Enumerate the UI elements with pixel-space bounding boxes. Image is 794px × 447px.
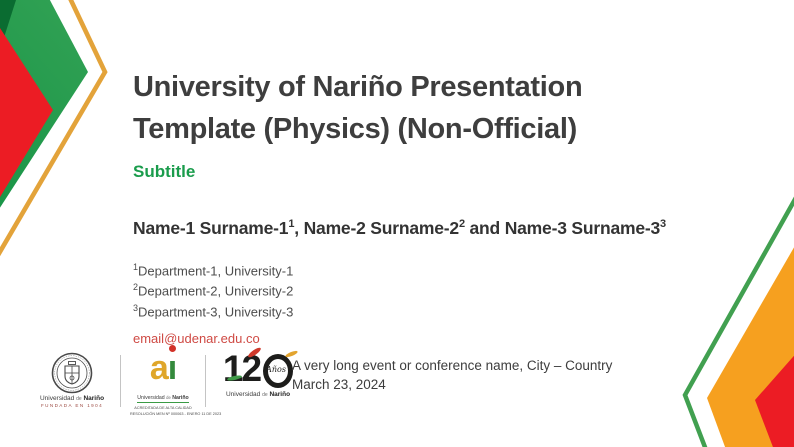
anniversary-120-logo: 12 Años Universidad de Nariño bbox=[215, 346, 301, 398]
university-seal-logo: Universidad de Nariño FUNDADA EN 1904 bbox=[33, 352, 111, 408]
ai-letter-a: a bbox=[149, 349, 169, 387]
affiliations-block: 1Department-1, University-1 2Department-… bbox=[133, 259, 733, 320]
anniversary-caption: Universidad de Nariño bbox=[215, 391, 301, 398]
seal-caption-regular: Universidad bbox=[39, 395, 75, 402]
author-separator: , bbox=[294, 218, 304, 238]
seal-caption-de: de bbox=[76, 396, 82, 402]
ai-caption-de: de bbox=[166, 395, 171, 400]
green-chevron-outline bbox=[682, 196, 794, 447]
author-3-name: Name-3 Surname-3 bbox=[504, 218, 661, 238]
affiliation-1-text: Department-1, University-1 bbox=[138, 263, 294, 279]
event-date: March 23, 2024 bbox=[292, 377, 386, 392]
red-chevron-shape bbox=[0, 28, 53, 198]
author-2-superscript: 2 bbox=[458, 218, 465, 231]
ai-letter-i: ı bbox=[168, 345, 177, 387]
ai-caption-bold: Nariño bbox=[172, 395, 189, 401]
affiliation-2: 2Department-2, University-2 bbox=[133, 279, 733, 299]
author-1-superscript: 1 bbox=[288, 218, 295, 231]
anniversary-zero-label: Años bbox=[266, 365, 286, 374]
yellow-chevron-outline bbox=[0, 0, 108, 257]
affiliation-1-superscript: 1 bbox=[133, 262, 139, 272]
ai-logo-icon: aı bbox=[130, 345, 196, 387]
affiliation-3: 3Department-3, University-3 bbox=[133, 300, 733, 320]
anniversary-digits: 12 bbox=[222, 348, 262, 389]
seal-caption: Universidad de Nariño bbox=[33, 395, 111, 402]
anniversary-caption-bold: Nariño bbox=[269, 391, 291, 398]
content-area: University of Nariño Presentation Templa… bbox=[133, 66, 733, 348]
author-3-superscript: 3 bbox=[660, 218, 666, 231]
page-title-line2: Template (Physics) (Non-Official) bbox=[133, 113, 577, 145]
footer-logos: Universidad de Nariño FUNDADA EN 1904 aı… bbox=[33, 345, 301, 417]
anniversary-caption-regular: Universidad bbox=[225, 391, 261, 398]
corner-decoration-top-left bbox=[0, 0, 108, 257]
footer-divider bbox=[205, 355, 206, 407]
author-2-name: Name-2 Surname-2 bbox=[303, 218, 460, 238]
author-1-name: Name-1 Surname-1 bbox=[133, 218, 289, 238]
seal-caption-bold: Nariño bbox=[83, 395, 105, 402]
footer-divider bbox=[120, 355, 121, 407]
email-link[interactable]: email@udenar.edu.co bbox=[133, 330, 260, 346]
affiliation-2-text: Department-2, University-2 bbox=[138, 283, 294, 299]
ai-red-dot-icon bbox=[168, 345, 176, 352]
affiliation-3-text: Department-3, University-3 bbox=[138, 303, 294, 319]
page-title-line1: University of Nariño Presentation bbox=[133, 71, 583, 103]
accreditation-ai-logo: aı Universidad de Nariño ACREDITADA DE A… bbox=[130, 345, 222, 417]
affiliation-1: 1Department-1, University-1 bbox=[133, 259, 733, 279]
ai-accreditation-line2: RESOLUCIÓN MEN Nº 000063 - ENERO 11 DE 2… bbox=[130, 412, 222, 416]
ai-caption-regular: Universidad bbox=[137, 395, 165, 401]
ai-accreditation-line1: ACREDITADA DE ALTA CALIDAD bbox=[134, 405, 192, 410]
event-info: A very long event or conference name, Ci… bbox=[292, 356, 612, 394]
anniversary-zero-ring: Años bbox=[263, 354, 294, 388]
university-seal-icon bbox=[51, 352, 93, 394]
ai-caption: Universidad de Nariño bbox=[137, 395, 189, 403]
author-separator: and bbox=[464, 218, 505, 238]
authors-line: Name-1 Surname-11, Name-2 Surname-22 and… bbox=[133, 218, 733, 239]
seal-founded-text: FUNDADA EN 1904 bbox=[40, 403, 104, 408]
anniversary-120-icon: 12 Años bbox=[215, 348, 301, 389]
red-chevron-shape bbox=[755, 355, 794, 447]
affiliation-2-superscript: 2 bbox=[133, 282, 139, 293]
corner-decoration-bottom-right bbox=[682, 196, 794, 447]
subtitle: Subtitle bbox=[133, 162, 196, 181]
event-name: A very long event or conference name, Ci… bbox=[292, 358, 613, 373]
anniversary-caption-de: de bbox=[262, 392, 268, 398]
affiliation-3-superscript: 3 bbox=[133, 302, 139, 313]
